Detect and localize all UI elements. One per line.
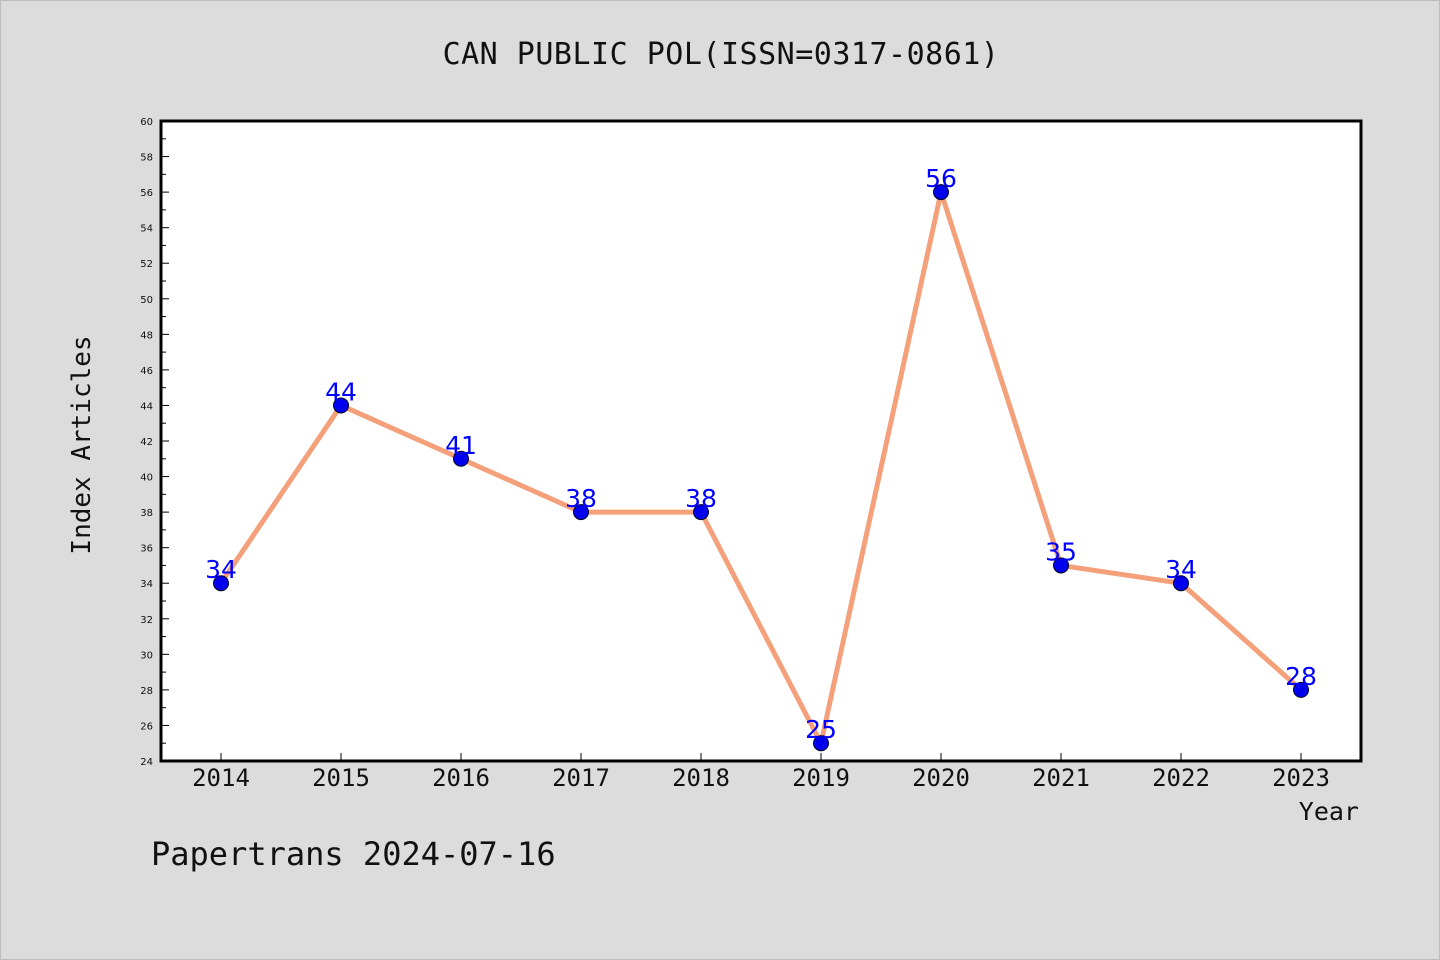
y-tick-label: 30 bbox=[140, 650, 153, 661]
y-tick-label: 26 bbox=[140, 721, 153, 732]
y-tick-label: 44 bbox=[140, 401, 153, 412]
y-tick-label: 28 bbox=[140, 686, 153, 697]
y-tick-label: 60 bbox=[140, 117, 153, 128]
x-tick-label: 2021 bbox=[1032, 764, 1090, 792]
x-axis-label: Year bbox=[1298, 797, 1359, 826]
data-point bbox=[333, 397, 349, 414]
x-tick-label: 2023 bbox=[1272, 764, 1330, 792]
y-tick-label: 54 bbox=[140, 224, 153, 235]
data-point bbox=[1173, 575, 1189, 592]
data-point bbox=[1053, 557, 1069, 574]
y-tick-label: 38 bbox=[140, 508, 153, 519]
data-label: 41 bbox=[445, 431, 477, 460]
x-tick-label: 2018 bbox=[672, 764, 730, 792]
data-label: 56 bbox=[925, 164, 957, 193]
x-tick-label: 2016 bbox=[432, 764, 490, 792]
plot-area bbox=[161, 121, 1361, 761]
y-tick-label: 50 bbox=[140, 295, 153, 306]
data-label: 38 bbox=[565, 484, 597, 513]
data-point bbox=[453, 450, 469, 467]
data-point bbox=[573, 504, 589, 521]
y-tick-label: 58 bbox=[140, 153, 153, 164]
x-tick-label: 2022 bbox=[1152, 764, 1210, 792]
y-tick-label: 24 bbox=[140, 757, 153, 768]
footer-text: Papertrans 2024-07-16 bbox=[151, 835, 556, 873]
series-line bbox=[218, 189, 1303, 746]
plot-border bbox=[159, 119, 1363, 763]
x-tick-label: 2017 bbox=[552, 764, 610, 792]
data-label: 38 bbox=[685, 484, 717, 513]
x-tick-label: 2014 bbox=[192, 764, 250, 792]
y-tick-label: 46 bbox=[140, 366, 153, 377]
y-tick-label: 52 bbox=[140, 259, 153, 270]
x-tick-label: 2019 bbox=[792, 764, 850, 792]
data-point bbox=[933, 184, 949, 201]
data-label: 28 bbox=[1285, 662, 1317, 691]
data-point bbox=[1293, 681, 1309, 698]
y-tick-label: 48 bbox=[140, 330, 153, 341]
data-point bbox=[813, 735, 829, 752]
y-tick-label: 40 bbox=[140, 473, 153, 484]
data-point bbox=[213, 575, 229, 592]
y-tick-label: 34 bbox=[140, 579, 153, 590]
data-label: 34 bbox=[205, 555, 237, 584]
chart-title: CAN PUBLIC POL(ISSN=0317-0861) bbox=[442, 37, 1000, 72]
y-tick-label: 42 bbox=[140, 437, 153, 448]
y-tick-label: 56 bbox=[140, 188, 153, 199]
data-label: 44 bbox=[325, 377, 357, 406]
data-label: 35 bbox=[1045, 537, 1077, 566]
data-label: 34 bbox=[1165, 555, 1197, 584]
x-tick-label: 2015 bbox=[312, 764, 370, 792]
data-point bbox=[693, 504, 709, 521]
data-label: 25 bbox=[805, 715, 837, 744]
y-tick-label: 32 bbox=[140, 615, 153, 626]
y-tick-label: 36 bbox=[140, 544, 153, 555]
x-tick-label: 2020 bbox=[912, 764, 970, 792]
